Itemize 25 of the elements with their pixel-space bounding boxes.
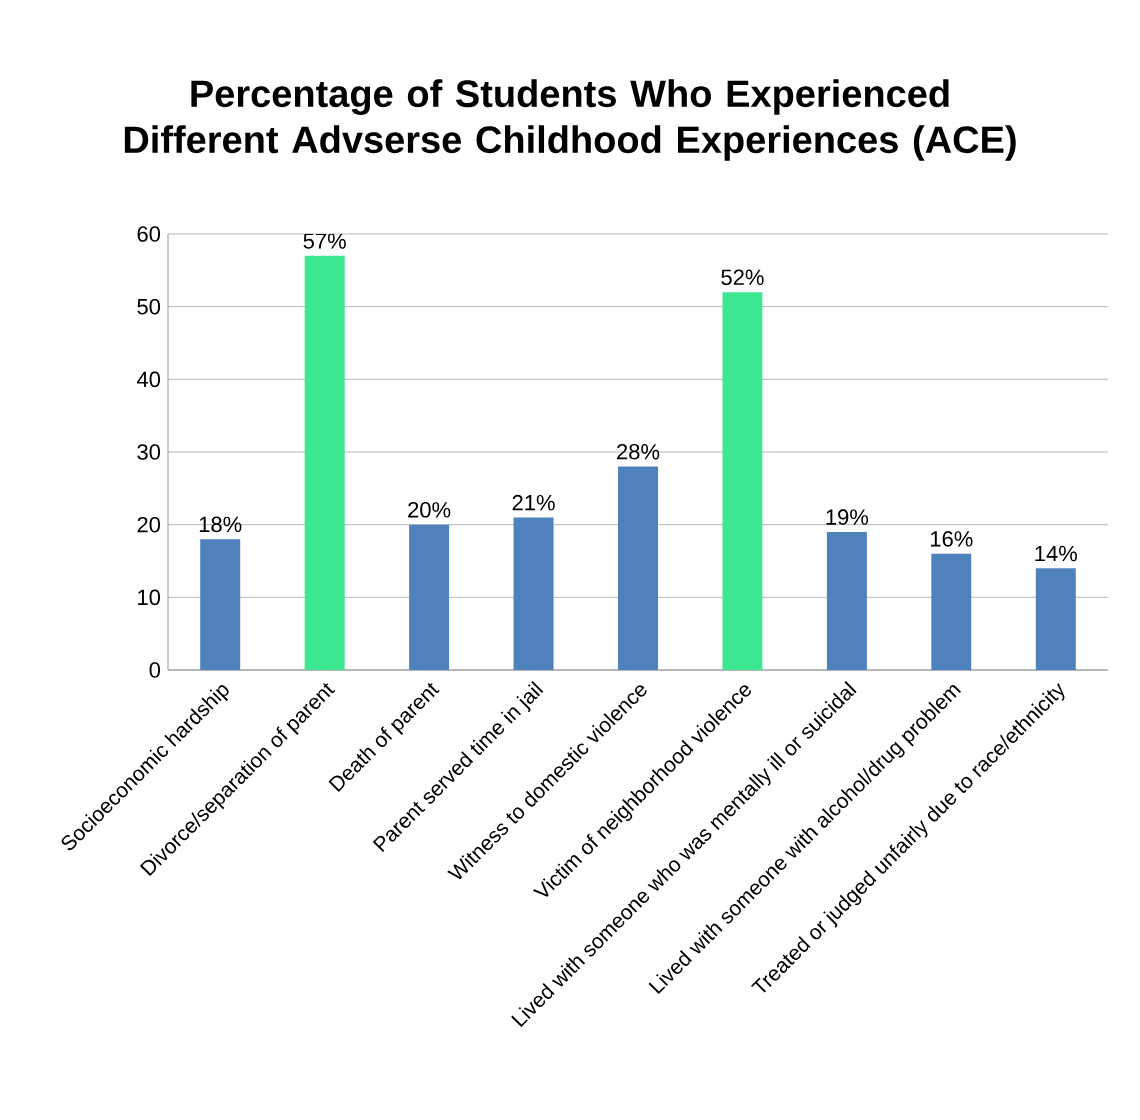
data-label: 21% [512, 494, 555, 511]
bar [722, 292, 763, 670]
bar [304, 255, 345, 670]
data-label: 14% [1035, 545, 1077, 562]
bar [409, 524, 450, 670]
bar [931, 553, 972, 670]
bar [1035, 568, 1076, 670]
y-tick-label: 10 [138, 589, 161, 606]
chart-title: Percentage of Students Who Experienced Different Advserse Childhood Experiences (ACE) [124, 79, 1016, 161]
data-label: 19% [826, 509, 869, 525]
bar [618, 466, 659, 670]
data-label: 52% [721, 269, 764, 286]
y-tick-label: 60 [137, 226, 161, 242]
y-tick-label: 50 [137, 298, 161, 315]
bar [513, 517, 554, 670]
bar [200, 539, 241, 670]
bar [826, 531, 867, 670]
data-label: 28% [617, 443, 660, 460]
y-tick-label: 0 [149, 662, 161, 678]
y-tick-label: 30 [137, 444, 161, 460]
data-label: 16% [930, 531, 973, 547]
y-tick-label: 40 [136, 371, 161, 388]
data-label: 18% [199, 516, 242, 533]
data-label: 20% [408, 502, 451, 518]
y-tick-label: 20 [137, 516, 161, 533]
